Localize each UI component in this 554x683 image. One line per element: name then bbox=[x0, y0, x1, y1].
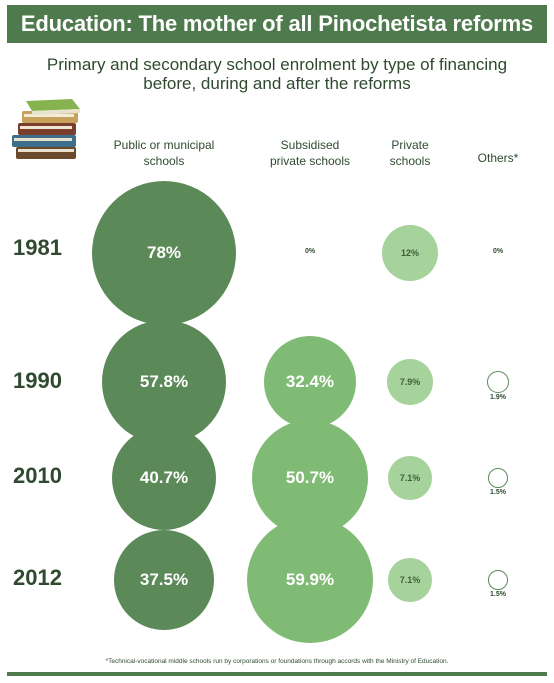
column-header-line: schools bbox=[389, 154, 431, 168]
column-header-line: private schools bbox=[269, 154, 351, 168]
bubble bbox=[388, 456, 432, 500]
bubble bbox=[263, 335, 357, 429]
footnote: *Technical-vocational middle schools run… bbox=[105, 658, 449, 665]
column-header: Subsidised private schools bbox=[240, 137, 380, 169]
stack-of-books-icon bbox=[12, 99, 80, 159]
column-header-line: Subsidised bbox=[280, 138, 340, 152]
data-label: 12% bbox=[400, 247, 419, 258]
bubble bbox=[486, 370, 510, 394]
chart-subtitle: Primary and secondary school enrolment b… bbox=[0, 55, 554, 93]
column-header-line: Others* bbox=[477, 151, 519, 165]
column-header: Private schools bbox=[340, 137, 480, 169]
bubble bbox=[114, 530, 214, 630]
bubble bbox=[251, 419, 369, 537]
subtitle-line-2: before, during and after the reforms bbox=[143, 74, 411, 93]
data-label: 0% bbox=[304, 248, 316, 255]
bubble bbox=[388, 558, 432, 602]
column-header: Others* bbox=[428, 150, 554, 166]
year-label: 1990 bbox=[13, 368, 62, 393]
bubble bbox=[246, 516, 374, 644]
bubble bbox=[92, 181, 236, 325]
data-label: 50.7% bbox=[285, 467, 335, 487]
bubble bbox=[488, 570, 508, 590]
column-header-line: Public or municipal bbox=[113, 138, 215, 152]
column-header-line: schools bbox=[143, 154, 185, 168]
data-label: 32.4% bbox=[285, 371, 335, 391]
bubble bbox=[387, 359, 433, 405]
bottom-bar bbox=[7, 672, 547, 676]
data-label: 7.9% bbox=[399, 376, 421, 387]
data-label: 0% bbox=[492, 248, 504, 255]
year-label: 2012 bbox=[13, 565, 62, 590]
column-header: Public or municipal schools bbox=[94, 137, 234, 169]
bubble bbox=[111, 425, 216, 530]
column-header-line: Private bbox=[391, 138, 429, 152]
data-label: 1.9% bbox=[490, 394, 506, 402]
data-label: 57.8% bbox=[139, 371, 189, 391]
data-label: 7.1% bbox=[399, 574, 421, 585]
year-label: 1981 bbox=[13, 235, 62, 260]
bubble bbox=[102, 320, 226, 444]
chart-title: Education: The mother of all Pinochetist… bbox=[7, 5, 547, 43]
bubble bbox=[381, 224, 439, 282]
data-label: 40.7% bbox=[139, 467, 189, 487]
data-label: 78% bbox=[146, 242, 182, 262]
year-label: 2010 bbox=[13, 463, 62, 488]
data-label: 7.1% bbox=[399, 472, 421, 483]
data-label: 37.5% bbox=[139, 569, 189, 589]
bubble bbox=[488, 468, 508, 488]
data-label: 1.5% bbox=[490, 590, 506, 598]
data-label: 59.9% bbox=[285, 569, 335, 589]
subtitle-line-1: Primary and secondary school enrolment b… bbox=[46, 55, 508, 74]
data-label: 1.5% bbox=[490, 488, 506, 496]
